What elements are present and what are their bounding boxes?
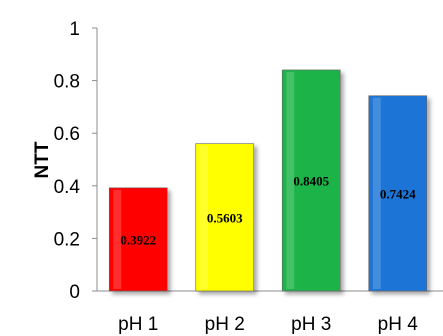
bar-highlight: [113, 189, 122, 289]
bar: [195, 143, 255, 292]
x-axis-labels: pH 1 pH 2 pH 3 pH 4: [118, 314, 418, 335]
data-labels-group: 0.3922 0.5603 0.8405 0.7424: [120, 173, 416, 247]
y-axis-title: NTT: [32, 141, 53, 178]
x-tick-label: pH 1: [118, 314, 158, 335]
y-tick-label: 0: [69, 282, 80, 303]
x-tick-label: pH 3: [291, 314, 331, 335]
bar: [368, 95, 428, 292]
data-label: 0.5603: [207, 210, 243, 225]
bar-highlight: [372, 97, 381, 289]
bar: [108, 187, 168, 292]
bars-group: [108, 69, 428, 292]
y-tick-label: 0.8: [54, 72, 80, 93]
y-axis-ticks: 0 0.2 0.4 0.6 0.8 1: [54, 19, 97, 303]
bar-highlight: [286, 71, 295, 289]
y-tick-label: 0.2: [54, 229, 80, 250]
x-tick-label: pH 4: [378, 314, 419, 335]
bar: [281, 69, 341, 292]
data-label: 0.3922: [120, 232, 156, 247]
y-tick-label: 0.4: [54, 177, 81, 198]
y-tick-label: 0.6: [54, 124, 80, 145]
data-label: 0.8405: [293, 173, 329, 188]
bar-highlight: [199, 145, 208, 289]
x-tick-label: pH 2: [205, 314, 245, 335]
y-tick-label: 1: [69, 19, 80, 40]
data-label: 0.7424: [380, 186, 416, 201]
